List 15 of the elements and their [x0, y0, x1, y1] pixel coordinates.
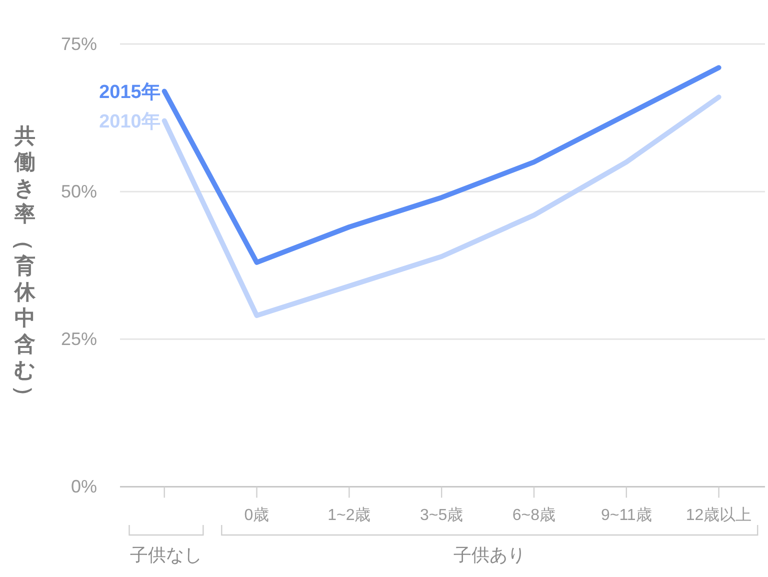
x-tick-label: 1~2歳 — [328, 506, 371, 524]
x-tick-label: 0歳 — [244, 506, 270, 524]
y-tick-label: 0% — [70, 476, 97, 497]
y-tick-label: 75% — [60, 34, 97, 54]
x-tick-label: 3~5歳 — [420, 506, 464, 524]
series-label: 2015年 — [99, 82, 160, 104]
y-tick-label: 50% — [60, 182, 97, 202]
y-tick-label: 25% — [60, 329, 97, 350]
x-tick-label: 6~8歳 — [512, 506, 556, 524]
annotation: 子供なし — [128, 525, 204, 565]
series-label: 2010年 — [99, 112, 160, 133]
x-tick-label: 12歳以上 — [686, 506, 752, 524]
y-axis-title: 共働き率（育休中含む） — [12, 124, 36, 406]
annotation: 子供あり — [221, 525, 758, 565]
x-tick-label: 9~11歳 — [600, 506, 652, 524]
